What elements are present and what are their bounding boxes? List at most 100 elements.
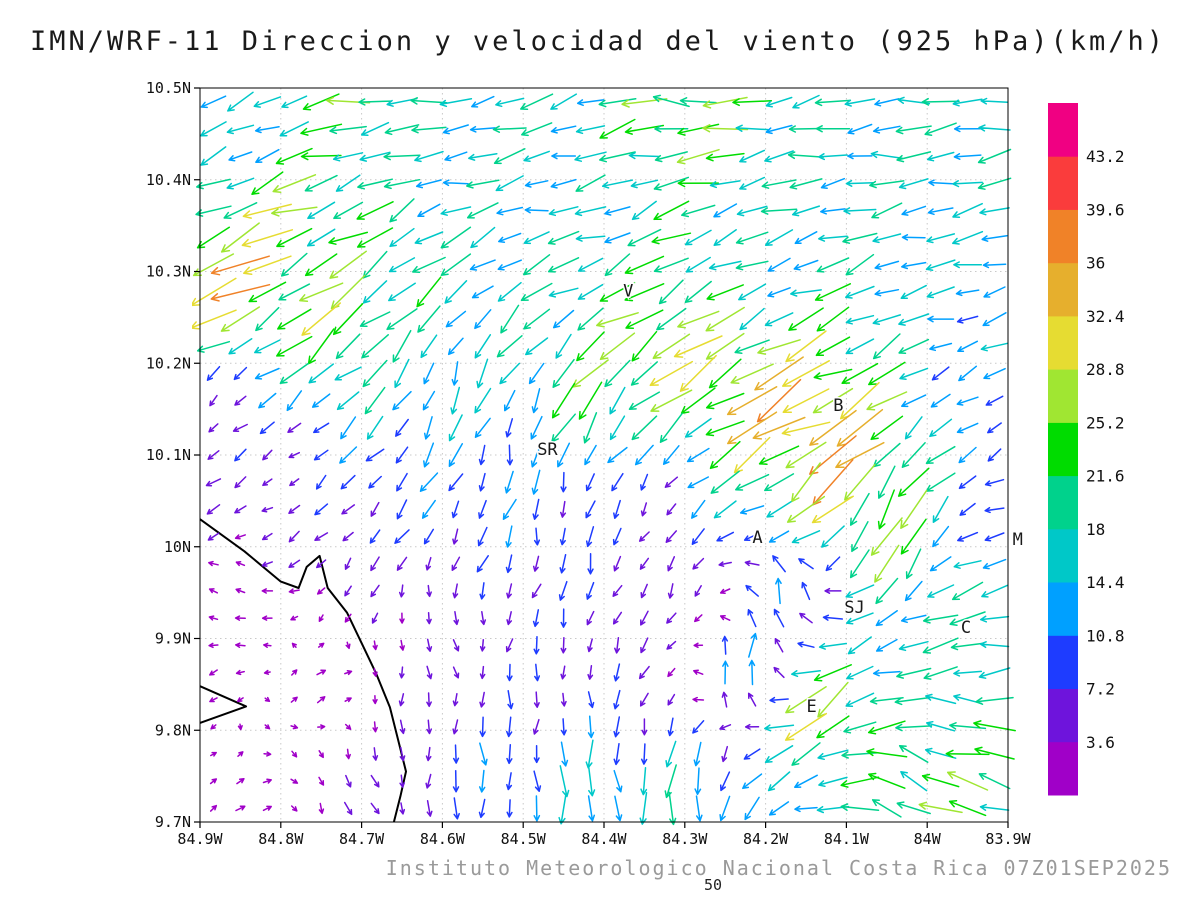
wind-arrow [360,121,390,136]
wind-arrow [531,583,542,599]
wind-arrow [794,774,818,788]
wind-arrow [329,250,367,279]
wind-arrow [782,360,830,387]
wind-arrow [426,719,433,735]
wind-arrow [599,151,636,163]
wind-arrow [758,445,800,465]
wind-arrow [787,151,825,160]
wind-arrow [665,530,678,543]
wind-arrow [559,527,566,546]
wind-arrow [900,489,928,529]
wind-arrow [548,287,579,298]
wind-arrow [836,408,884,447]
wind-arrow [261,561,273,567]
wind-arrow [702,124,749,133]
wind-arrow [531,388,541,414]
wind-arrow [389,227,415,248]
wind-arrow [421,499,436,519]
wind-arrow [767,771,791,792]
wind-arrow [452,719,459,735]
wind-arrow [414,231,444,245]
wind-arrow [931,366,950,381]
wind-arrow [423,528,435,545]
wind-arrow [560,608,567,628]
wind-arrow [847,123,873,135]
wind-arrow [817,681,849,718]
wind-arrow [399,774,406,788]
x-tick-label: 84.4W [581,830,627,848]
wind-arrow [506,716,513,738]
wind-arrow [422,390,436,411]
wind-arrow [372,640,378,651]
wind-arrow [332,152,364,162]
wind-arrow [599,332,636,361]
wind-arrow [263,751,272,757]
wind-arrow [841,751,879,759]
wind-arrow [721,635,729,655]
wind-arrow [959,502,976,516]
wind-arrow [815,125,851,133]
wind-arrow [641,718,648,736]
wind-arrow [235,669,245,676]
wind-arrow [507,689,514,710]
wind-arrow [691,499,706,519]
wind-arrow [279,362,309,385]
wind-arrow [340,416,357,440]
wind-arrow [359,151,391,162]
wind-arrow [206,504,221,515]
wind-arrow [547,257,580,273]
wind-arrow [945,749,990,758]
wind-arrow [288,451,301,459]
wind-arrow [370,501,380,517]
wind-arrow [747,692,757,707]
wind-arrow [336,391,360,411]
wind-arrow [587,795,596,822]
wind-arrow [612,611,623,625]
wind-arrow [399,666,405,679]
y-tick-label: 10.2N [146,354,191,372]
colorbar-band [1048,741,1078,796]
wind-arrow [223,202,258,219]
wind-arrow [362,359,388,388]
wind-arrow [207,532,220,541]
wind-arrow [261,615,273,621]
wind-arrow [904,416,923,440]
wind-arrow [361,334,389,359]
wind-arrow [533,636,540,655]
wind-arrow [317,642,325,648]
wind-arrow [801,581,811,601]
wind-arrow [233,366,248,381]
wind-arrow [684,280,712,304]
wind-arrow [926,151,955,162]
wind-arrow [557,442,571,468]
wind-arrow [499,362,521,385]
wind-arrow [955,289,980,297]
wind-arrow [765,96,793,108]
wind-arrow [874,288,900,297]
wind-arrow [318,776,325,786]
wind-arrow [523,254,551,276]
wind-arrow [262,449,273,461]
wind-arrow [653,257,689,273]
wind-arrow [442,124,469,135]
wind-arrow [951,581,984,601]
figure-number: 50 [703,876,723,894]
wind-arrow [452,583,459,599]
wind-arrow [708,260,742,271]
wind-arrow [958,365,978,382]
wind-arrow [369,529,381,544]
wind-arrow [555,333,572,359]
wind-arrow [764,150,794,163]
wind-arrow [506,663,513,682]
wind-arrow [318,802,325,815]
wind-arrow [667,667,676,678]
wind-arrow [372,695,378,705]
colorbar-band [1048,528,1078,583]
wind-arrow [251,171,284,195]
x-tick-label: 84W [914,830,942,848]
wind-arrow [744,796,760,821]
wind-arrow [874,544,900,583]
wind-arrow [235,560,246,567]
wind-arrow [362,250,388,279]
wind-arrow [631,330,658,362]
